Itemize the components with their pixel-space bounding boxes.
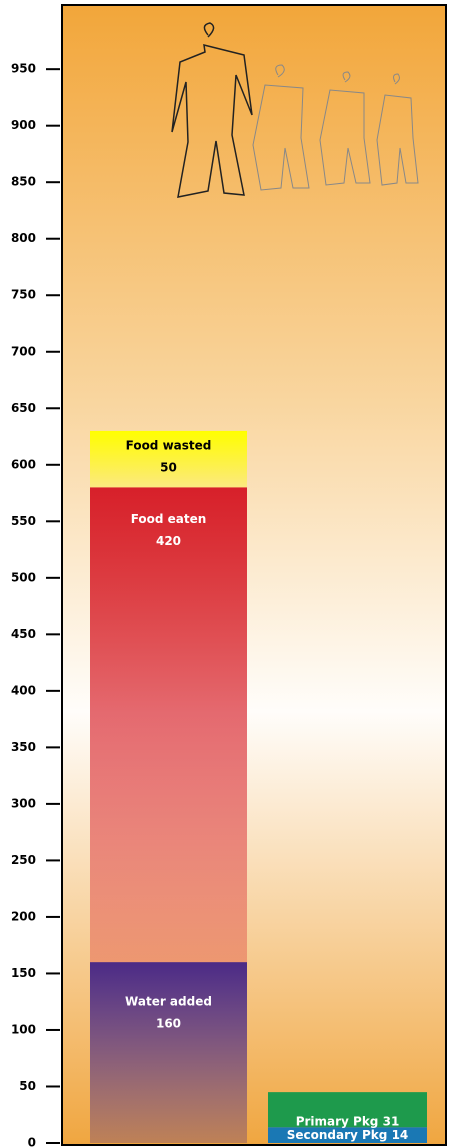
y-tick-label: 300 [11,796,36,810]
y-tick-label: 200 [11,909,36,923]
series-name: Primary Pkg [296,1114,379,1128]
y-tick-label: 900 [11,118,36,132]
y-tick-label: 850 [11,175,36,189]
segment-label: Food eaten [131,512,207,526]
value-label: 31 [383,1114,400,1128]
y-tick-label: 50 [19,1079,36,1093]
y-tick-label: 600 [11,457,36,471]
y-tick-label: 100 [11,1022,36,1036]
bar-segment [90,962,247,1143]
value-label: 50 [160,460,177,474]
y-tick-label: 500 [11,570,36,584]
y-tick-label: 950 [11,62,36,76]
segment-label: Water added [125,995,212,1009]
y-tick-label: 700 [11,344,36,358]
segment-label: Secondary Pkg 14 [287,1128,409,1142]
y-tick-label: 750 [11,288,36,302]
segment-label: Food wasted [126,438,212,452]
y-tick-label: 250 [11,853,36,867]
y-tick-label: 350 [11,740,36,754]
y-tick-label: 0 [28,1136,36,1147]
y-tick-label: 800 [11,231,36,245]
value-label: 14 [392,1128,409,1142]
segment-label: Primary Pkg 31 [296,1114,400,1128]
chart: 0 50 100 150 200 250 300 350 400 450 500 550 600 650 7… [0,0,451,1147]
y-tick-label: 150 [11,966,36,980]
y-tick-label: 650 [11,401,36,415]
series-name: Secondary Pkg [287,1128,388,1142]
y-tick-label: 550 [11,514,36,528]
value-label: 420 [156,534,181,548]
y-tick-label: 450 [11,627,36,641]
y-tick-label: 400 [11,683,36,697]
value-label: 160 [156,1017,181,1031]
bar-segment [90,487,247,962]
